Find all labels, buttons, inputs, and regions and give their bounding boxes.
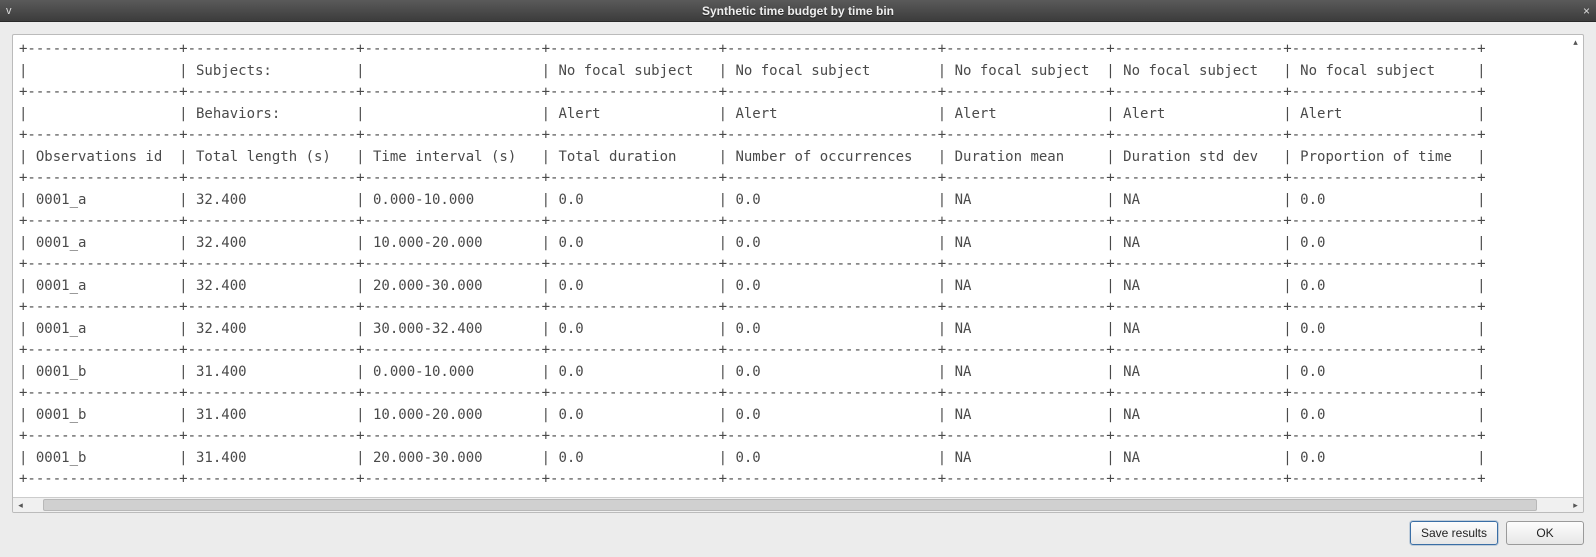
scroll-left-icon[interactable]: ◂ [13,498,28,513]
window-menu-icon[interactable]: v [6,5,12,17]
window-titlebar: v Synthetic time budget by time bin × [0,0,1596,22]
scroll-track[interactable] [28,498,1568,512]
table-viewport[interactable]: +------------------+--------------------… [13,35,1583,497]
scroll-up-icon[interactable]: ▴ [1568,35,1583,50]
results-panel: +------------------+--------------------… [12,34,1584,513]
horizontal-scrollbar[interactable]: ◂ ▸ [13,497,1583,512]
ok-button[interactable]: OK [1506,521,1584,545]
results-table: +------------------+--------------------… [13,35,1583,495]
scroll-right-icon[interactable]: ▸ [1568,498,1583,513]
vertical-scrollbar[interactable]: ▴ [1568,35,1583,497]
save-results-button[interactable]: Save results [1410,521,1498,545]
dialog-button-row: Save results OK [12,513,1584,545]
close-icon[interactable]: × [1583,4,1590,18]
window-body: +------------------+--------------------… [0,22,1596,557]
scroll-thumb[interactable] [43,499,1537,511]
window-title: Synthetic time budget by time bin [702,4,894,18]
